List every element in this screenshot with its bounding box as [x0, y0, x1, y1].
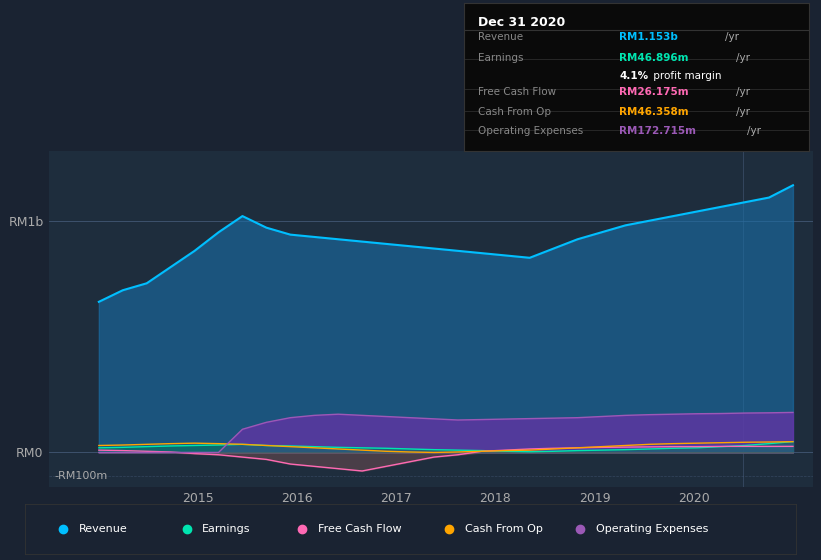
Text: -RM100m: -RM100m: [54, 470, 108, 480]
Text: /yr: /yr: [725, 32, 739, 43]
Text: /yr: /yr: [736, 53, 750, 63]
Text: /yr: /yr: [736, 106, 750, 116]
Text: Earnings: Earnings: [478, 53, 523, 63]
Text: RM172.715m: RM172.715m: [619, 126, 696, 136]
Text: Dec 31 2020: Dec 31 2020: [478, 16, 565, 29]
Text: Revenue: Revenue: [79, 524, 127, 534]
Text: Revenue: Revenue: [478, 32, 523, 43]
Text: RM1.153b: RM1.153b: [619, 32, 678, 43]
Text: Cash From Op: Cash From Op: [478, 106, 551, 116]
Text: profit margin: profit margin: [650, 71, 722, 81]
Text: RM46.896m: RM46.896m: [619, 53, 689, 63]
Text: RM26.175m: RM26.175m: [619, 87, 689, 97]
Text: Cash From Op: Cash From Op: [465, 524, 543, 534]
Text: Free Cash Flow: Free Cash Flow: [318, 524, 401, 534]
Text: 4.1%: 4.1%: [619, 71, 648, 81]
Text: /yr: /yr: [736, 87, 750, 97]
Text: Operating Expenses: Operating Expenses: [478, 126, 583, 136]
Text: Earnings: Earnings: [202, 524, 250, 534]
Text: Free Cash Flow: Free Cash Flow: [478, 87, 556, 97]
Text: RM46.358m: RM46.358m: [619, 106, 689, 116]
Text: Operating Expenses: Operating Expenses: [596, 524, 708, 534]
Text: /yr: /yr: [746, 126, 760, 136]
